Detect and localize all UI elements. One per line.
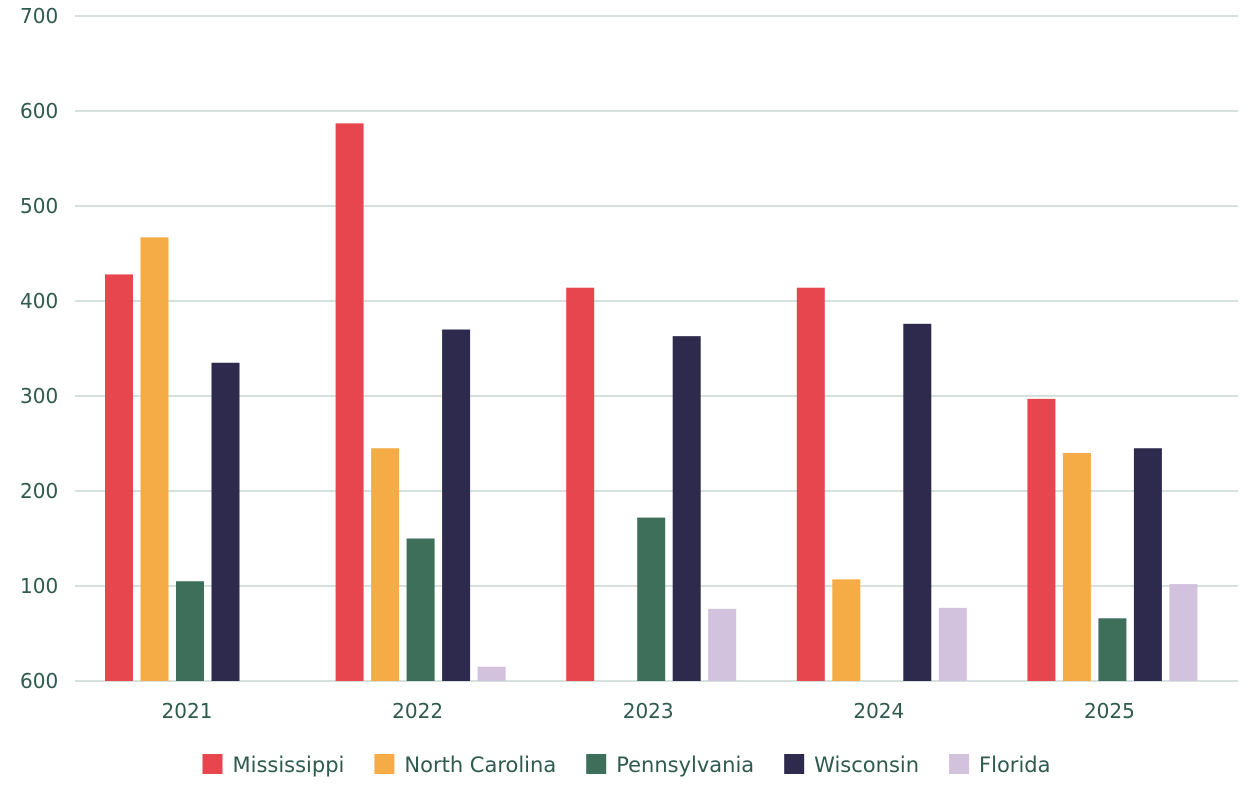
y-tick-label: 400 [20, 289, 58, 313]
legend-swatch [586, 754, 607, 774]
y-tick-label: 600 [20, 669, 58, 693]
bar-florida-2025 [1169, 584, 1198, 681]
bar-florida-2023 [708, 608, 737, 681]
legend-item-north-carolina: North Carolina [374, 753, 556, 777]
legend-swatch [784, 754, 805, 774]
legend-label: Wisconsin [814, 753, 919, 777]
bar-north-carolina-2021 [140, 237, 169, 681]
bar-wisconsin-2022 [442, 329, 471, 681]
legend-swatch [374, 754, 395, 774]
legend-item-florida: Florida [949, 753, 1050, 777]
bar-wisconsin-2024 [903, 323, 932, 681]
x-tick-label: 2022 [392, 699, 443, 723]
bar-wisconsin-2021 [211, 362, 240, 681]
gridlines [75, 15, 1238, 682]
bar-florida-2022 [477, 666, 506, 681]
legend-swatch [202, 754, 223, 774]
y-tick-label: 200 [20, 479, 58, 503]
legend-label: Florida [979, 753, 1050, 777]
legend-item-mississippi: Mississippi [202, 753, 345, 777]
legend: Mississippi North Carolina Pennsylvania Wis… [202, 753, 1050, 777]
x-tick-label: 2025 [1084, 699, 1135, 723]
bar-north-carolina-2022 [371, 448, 400, 681]
legend-swatch [949, 754, 970, 774]
x-tick-label: 2023 [623, 699, 674, 723]
legend-label: Mississippi [233, 753, 345, 777]
bar-pennsylvania-2023 [637, 517, 666, 681]
y-tick-label: 500 [20, 194, 58, 218]
bar-pennsylvania-2021 [176, 581, 204, 681]
bar-pennsylvania-2025 [1098, 618, 1127, 681]
bar-mississippi-2025 [1027, 398, 1056, 681]
bar-north-carolina-2024 [832, 579, 861, 681]
bar-florida-2024 [938, 607, 967, 681]
bar-mississippi-2023 [566, 287, 595, 681]
bar-mississippi-2021 [105, 274, 133, 681]
legend-item-pennsylvania: Pennsylvania [586, 753, 754, 777]
y-tick-label: 600 [20, 99, 58, 123]
y-tick-label: 300 [20, 384, 58, 408]
bar-mississippi-2022 [335, 123, 364, 682]
x-tick-label: 2024 [853, 699, 904, 723]
legend-label: Pennsylvania [616, 753, 754, 777]
y-axis-ticks: 600 100 200 300 400 500 600 700 [20, 4, 58, 693]
bar-mississippi-2024 [796, 287, 825, 681]
bar-wisconsin-2025 [1133, 448, 1162, 681]
bar-wisconsin-2023 [672, 336, 701, 681]
y-tick-label: 700 [20, 4, 58, 28]
x-axis-ticks: 2021 2022 2023 2024 2025 [162, 699, 1135, 723]
bar-north-carolina-2025 [1062, 453, 1091, 681]
legend-label: North Carolina [404, 753, 556, 777]
y-tick-label: 100 [20, 574, 58, 598]
bar-pennsylvania-2022 [406, 538, 435, 681]
bars [105, 123, 1198, 682]
x-tick-label: 2021 [162, 699, 213, 723]
legend-item-wisconsin: Wisconsin [784, 753, 919, 777]
